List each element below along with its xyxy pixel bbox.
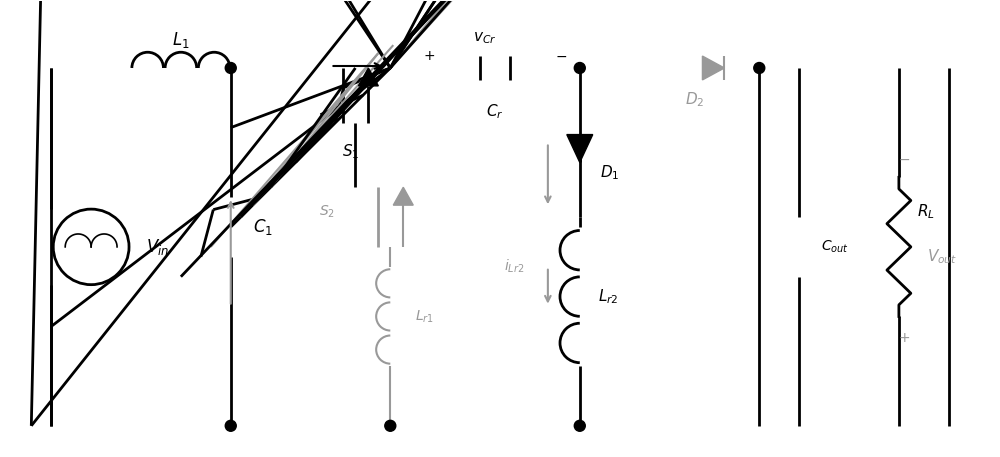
- Text: $i_{Lr2}$: $i_{Lr2}$: [504, 258, 525, 276]
- Polygon shape: [702, 56, 724, 80]
- Text: $D_1$: $D_1$: [600, 163, 619, 182]
- Text: $V_{in}$: $V_{in}$: [146, 237, 169, 257]
- Text: $-$: $-$: [555, 49, 567, 63]
- Text: $S_2$: $S_2$: [319, 204, 335, 220]
- Text: $R_L$: $R_L$: [917, 203, 935, 222]
- Polygon shape: [358, 68, 378, 86]
- Polygon shape: [567, 134, 593, 162]
- Text: $L_{r2}$: $L_{r2}$: [598, 287, 618, 306]
- Text: $C_r$: $C_r$: [486, 103, 504, 122]
- Polygon shape: [393, 187, 413, 205]
- Text: $V_{out}$: $V_{out}$: [927, 248, 957, 266]
- Text: $v_{Cr}$: $v_{Cr}$: [473, 31, 497, 46]
- Circle shape: [754, 63, 765, 74]
- Circle shape: [225, 63, 236, 74]
- Text: $-$: $-$: [898, 151, 910, 165]
- Text: $D_2$: $D_2$: [685, 90, 704, 109]
- Circle shape: [574, 420, 585, 431]
- Circle shape: [385, 420, 396, 431]
- Text: $+$: $+$: [898, 331, 910, 345]
- Text: $L_{r1}$: $L_{r1}$: [415, 308, 434, 324]
- Text: $+$: $+$: [423, 49, 435, 63]
- Text: $C_1$: $C_1$: [253, 217, 273, 237]
- Text: $C_{out}$: $C_{out}$: [821, 239, 849, 255]
- Circle shape: [225, 420, 236, 431]
- Text: $L_1$: $L_1$: [172, 30, 190, 50]
- Circle shape: [574, 63, 585, 74]
- Text: $S_1$: $S_1$: [342, 143, 359, 161]
